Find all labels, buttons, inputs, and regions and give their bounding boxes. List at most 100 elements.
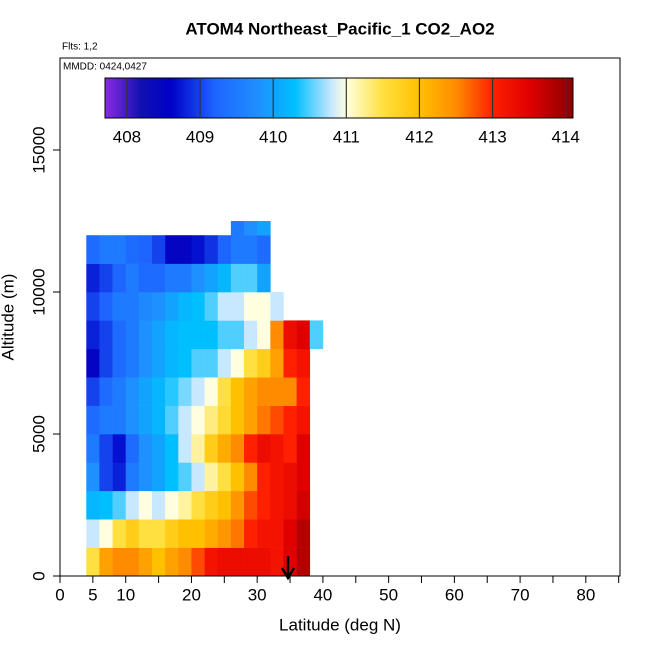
heat-cell — [270, 292, 284, 321]
heat-cell — [178, 547, 192, 577]
heat-cell — [178, 263, 192, 293]
heat-cell — [230, 462, 245, 492]
heat-cell — [283, 405, 297, 435]
x-tick-label: 30 — [248, 585, 267, 604]
heat-cell — [270, 490, 284, 520]
heat-cell — [257, 462, 271, 492]
x-tick-label: 70 — [511, 585, 530, 604]
heat-cell — [112, 263, 127, 293]
heat-cell — [204, 519, 219, 548]
heat-cell — [112, 462, 127, 492]
heat-cell — [138, 235, 153, 264]
heat-cell — [204, 547, 219, 577]
heat-cell — [178, 320, 192, 350]
heat-cell — [125, 405, 140, 435]
heat-cell — [112, 292, 127, 321]
heat-cell — [112, 235, 127, 264]
heat-cell — [244, 490, 258, 520]
heat-cell — [257, 263, 271, 293]
heat-cell — [152, 405, 166, 435]
heat-cell — [257, 292, 271, 321]
annotation: Flts: 1,2 — [62, 42, 98, 53]
heat-cell — [204, 235, 219, 264]
heat-cell — [112, 434, 127, 463]
x-tick-label: 20 — [182, 585, 201, 604]
heat-cell — [178, 434, 192, 463]
heat-cell — [191, 263, 205, 293]
heat-cell — [86, 320, 100, 350]
heat-cell — [217, 348, 232, 378]
heat-cell — [296, 490, 311, 520]
heat-cell — [138, 377, 153, 406]
heat-cell — [112, 348, 127, 378]
heat-cell — [152, 263, 166, 293]
colorbar-tick-label: 413 — [478, 127, 506, 146]
heat-cell — [125, 434, 140, 463]
heat-cell — [152, 547, 166, 577]
heat-cell — [217, 490, 232, 520]
heat-cell — [230, 405, 245, 435]
heat-cell — [165, 434, 179, 463]
heat-cell — [230, 547, 245, 577]
heat-cell — [125, 292, 140, 321]
heat-cell — [270, 434, 284, 463]
heat-cell — [152, 490, 166, 520]
heat-cell — [296, 434, 311, 463]
heat-cell — [152, 235, 166, 264]
heat-cell — [152, 462, 166, 492]
heat-cell — [244, 519, 258, 548]
annotation: MMDD: 0424,0427 — [63, 62, 147, 73]
heat-cell — [86, 263, 100, 293]
heat-cell — [283, 434, 297, 463]
heat-cell — [152, 348, 166, 378]
heat-cell — [138, 405, 153, 435]
heat-cell — [270, 348, 284, 378]
heat-cell — [125, 377, 140, 406]
heat-cell — [165, 320, 179, 350]
heat-cell — [283, 348, 297, 378]
heat-cell — [165, 377, 179, 406]
heat-cell — [125, 263, 140, 293]
x-axis-label: Latitude (deg N) — [279, 615, 401, 634]
heat-cell — [257, 547, 271, 577]
heat-cell — [191, 320, 205, 350]
heat-cell — [244, 462, 258, 492]
heat-cell — [99, 320, 113, 350]
heat-cell — [165, 235, 179, 264]
heat-cell — [138, 263, 153, 293]
heat-cell — [178, 348, 192, 378]
heat-cell — [86, 519, 100, 548]
heat-cell — [112, 519, 127, 548]
heat-cell — [244, 221, 258, 236]
heat-cell — [165, 547, 179, 577]
heat-cell — [138, 519, 153, 548]
y-tick-label: 10000 — [29, 268, 48, 315]
heat-cell — [244, 263, 258, 293]
heat-cell — [296, 547, 311, 577]
heat-cell — [270, 320, 284, 350]
heat-cell — [138, 292, 153, 321]
heat-cell — [217, 292, 232, 321]
heat-cell — [138, 490, 153, 520]
heat-cell — [138, 434, 153, 463]
heat-cell — [125, 490, 140, 520]
heat-cell — [86, 490, 100, 520]
heat-cell — [230, 377, 245, 406]
heat-cell — [296, 377, 311, 406]
heat-cell — [99, 377, 113, 406]
colorbar: 408 409 410 411 412 413 414 — [104, 77, 580, 146]
heat-cell — [112, 377, 127, 406]
heat-cell — [86, 235, 100, 264]
heat-cell — [86, 292, 100, 321]
heat-cell — [230, 292, 245, 321]
heat-cell — [178, 377, 192, 406]
x-tick-label: 5 — [88, 585, 97, 604]
heat-cell — [99, 405, 113, 435]
y-axis-label: Altitude (m) — [0, 274, 17, 361]
colorbar-tick-label: 410 — [259, 127, 287, 146]
y-tick-label: 5000 — [29, 415, 48, 453]
heat-cell — [99, 348, 113, 378]
heat-cell — [270, 547, 284, 577]
heat-cell — [244, 377, 258, 406]
heat-cell — [165, 348, 179, 378]
